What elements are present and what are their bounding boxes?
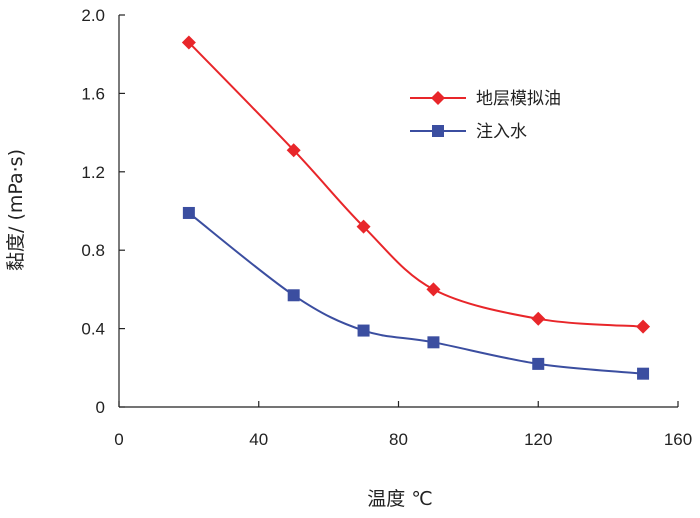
x-tick-label: 160 xyxy=(664,430,692,449)
legend-entry: 地层模拟油 xyxy=(410,89,561,109)
series-line xyxy=(188,41,644,328)
data-point xyxy=(181,35,196,50)
y-tick-label: 2.0 xyxy=(81,6,105,25)
data-point xyxy=(427,336,440,349)
x-tick-label: 120 xyxy=(524,430,552,449)
y-tick-label: 0 xyxy=(96,398,105,417)
legend-entry: 注入水 xyxy=(410,122,527,142)
data-point xyxy=(357,324,370,337)
data-point xyxy=(287,289,300,302)
y-axis-title: 黏度/ (mPa·s) xyxy=(5,149,27,271)
legend-marker xyxy=(432,125,444,137)
x-tick-label: 0 xyxy=(114,430,123,449)
data-point xyxy=(182,206,195,219)
data-point xyxy=(532,357,545,370)
series-1 xyxy=(181,35,651,334)
legend-label: 地层模拟油 xyxy=(476,89,561,109)
data-point xyxy=(426,282,441,297)
series-line xyxy=(188,212,644,375)
data-point xyxy=(636,319,651,334)
data-point xyxy=(286,143,301,158)
x-axis-ticks: 0 40 80 120 160 xyxy=(114,401,692,449)
series-2 xyxy=(182,206,650,380)
x-tick-label: 40 xyxy=(249,430,268,449)
y-tick-label: 0.8 xyxy=(81,241,105,260)
y-tick-label: 0.4 xyxy=(81,320,105,339)
y-axis-ticks: 0 0.4 0.8 1.2 1.6 2.0 xyxy=(81,6,125,417)
series-layer xyxy=(181,35,651,380)
y-tick-label: 1.6 xyxy=(81,84,105,103)
data-point xyxy=(356,219,371,234)
y-tick-label: 1.2 xyxy=(81,163,105,182)
data-point xyxy=(637,367,650,380)
data-point xyxy=(531,311,546,326)
x-axis-title: 温度 ℃ xyxy=(367,488,432,510)
legend-marker xyxy=(431,91,445,105)
x-tick-label: 80 xyxy=(389,430,408,449)
legend-label: 注入水 xyxy=(476,122,527,142)
plot-area xyxy=(118,15,678,408)
